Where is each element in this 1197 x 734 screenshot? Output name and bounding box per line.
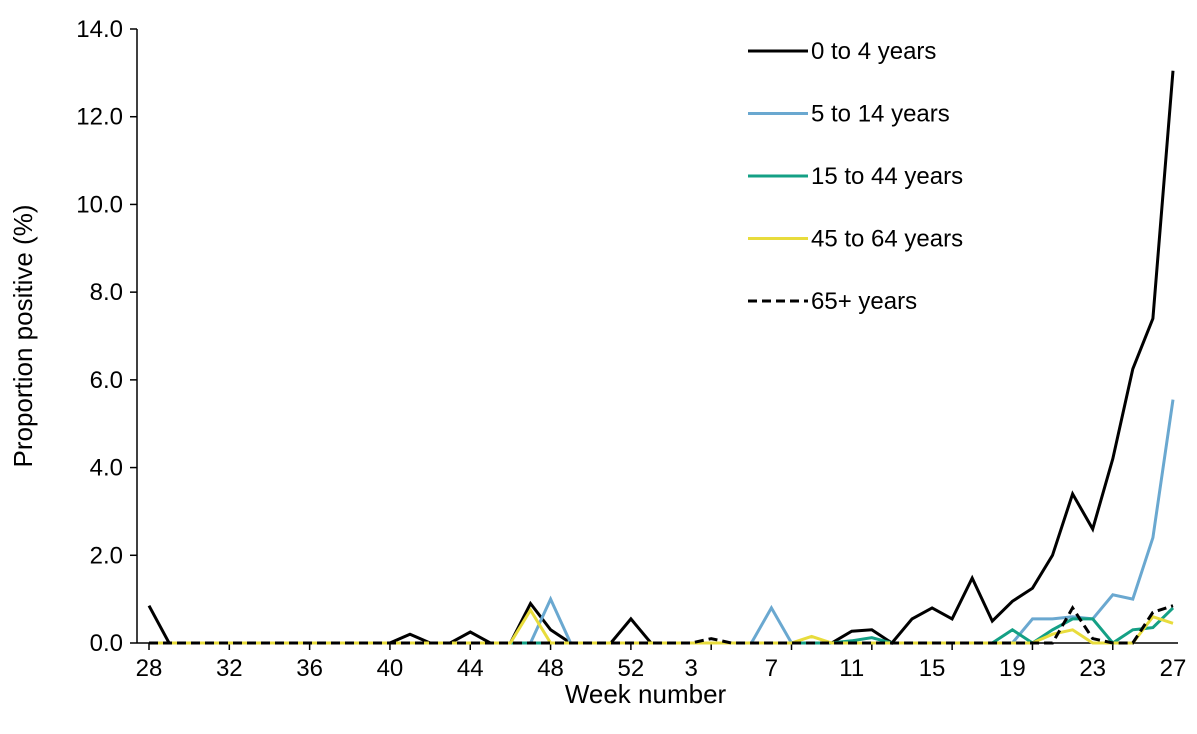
x-tick-label: 28 (136, 655, 163, 682)
x-tick-label: 11 (839, 655, 864, 682)
x-tick-label: 40 (377, 655, 404, 682)
x-tick-label: 44 (457, 655, 484, 682)
y-tick-label: 0.0 (90, 630, 123, 657)
series-line-2 (149, 606, 1175, 645)
y-tick-label: 12.0 (76, 104, 123, 131)
legend: 0 to 4 years 5 to 14 years 15 to 44 years 4… (748, 38, 963, 315)
y-tick-label: 10.0 (76, 191, 123, 218)
x-tick-label: 7 (765, 655, 778, 682)
series-lines (147, 70, 1175, 645)
series-line-3 (149, 607, 1174, 645)
y-axis-title: Proportion positive (%) (8, 205, 38, 468)
x-tick-label: 19 (999, 655, 1026, 682)
y-tick-label: 4.0 (90, 455, 123, 482)
series-line-1 (149, 399, 1175, 645)
y-tick-label: 2.0 (90, 542, 123, 569)
series-line-4 (149, 604, 1174, 645)
series-line-0 (147, 70, 1175, 645)
legend-label: 5 to 14 years (811, 101, 950, 128)
x-tick-label: 52 (618, 655, 645, 682)
y-axis: 0.0 2.0 4.0 6.0 8.0 10.0 12.0 14.0 (76, 16, 138, 657)
y-tick-label: 14.0 (76, 16, 123, 43)
legend-label: 15 to 44 years (811, 163, 963, 190)
x-tick-label: 15 (919, 655, 946, 682)
x-tick-label: 48 (537, 655, 564, 682)
x-tick-label: 3 (684, 655, 697, 682)
y-tick-label: 6.0 (90, 367, 123, 394)
x-axis-title: Week number (565, 679, 727, 709)
x-tick-label: 36 (296, 655, 323, 682)
x-tick-label: 23 (1079, 655, 1106, 682)
x-tick-label: 32 (216, 655, 243, 682)
x-axis: 28 32 36 40 44 48 52 3 7 11 15 19 23 27 (136, 642, 1187, 682)
legend-label: 0 to 4 years (811, 38, 936, 65)
legend-label: 65+ years (811, 288, 917, 315)
y-tick-label: 8.0 (90, 279, 123, 306)
x-tick-label: 27 (1160, 655, 1187, 682)
legend-label: 45 to 64 years (811, 226, 963, 253)
